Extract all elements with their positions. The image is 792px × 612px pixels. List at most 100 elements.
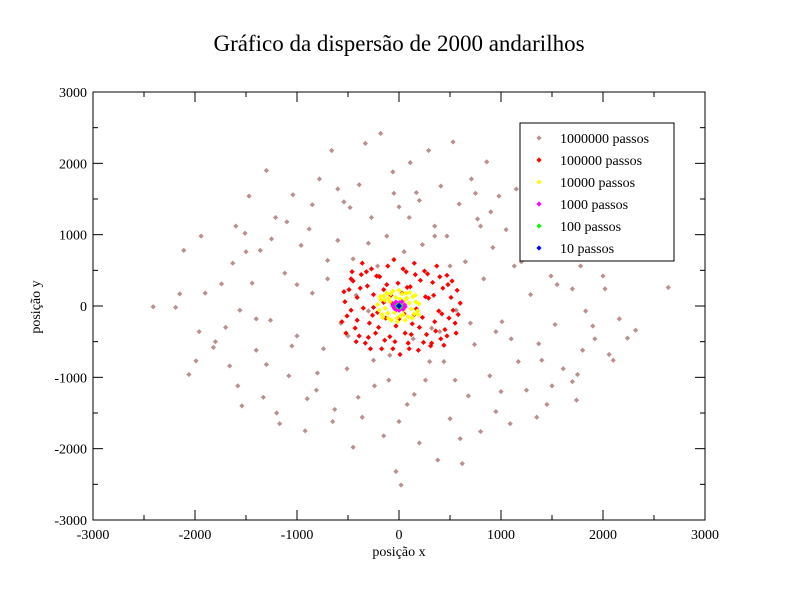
data-point	[416, 197, 422, 204]
data-point	[478, 223, 484, 229]
data-point	[396, 303, 402, 309]
data-point	[313, 387, 319, 393]
data-point	[452, 320, 458, 326]
data-point	[456, 201, 462, 207]
data-point	[444, 233, 450, 239]
data-point	[376, 324, 382, 330]
data-point	[253, 347, 259, 353]
data-point	[365, 308, 371, 314]
legend-marker	[536, 179, 542, 185]
data-point	[381, 433, 387, 439]
data-point	[380, 314, 386, 321]
data-point	[233, 223, 239, 229]
data-point	[387, 334, 393, 340]
legend-label: 10 passos	[560, 242, 614, 257]
data-point	[399, 299, 405, 305]
data-point	[392, 339, 398, 345]
data-point	[432, 223, 438, 229]
data-point	[409, 315, 415, 321]
legend-label: 1000 passos	[560, 198, 628, 213]
data-point	[415, 311, 421, 318]
data-point	[274, 410, 280, 416]
ticks-layer: -3000 -2000 -1000 0 1000 2000 3000 -3000 -2000 -1…	[54, 86, 719, 543]
data-point	[391, 190, 397, 196]
data-point	[352, 325, 358, 331]
data-point	[447, 263, 453, 269]
data-point	[366, 320, 373, 326]
data-point	[391, 257, 397, 263]
data-point	[385, 315, 391, 321]
data-point	[341, 289, 347, 295]
data-point	[406, 300, 412, 306]
data-point	[370, 291, 377, 298]
y-axis-label: posição y	[29, 280, 44, 333]
legend-item: 100 passos	[536, 220, 621, 235]
data-point	[263, 361, 269, 368]
data-point	[633, 327, 639, 333]
data-point	[554, 282, 560, 288]
data-point	[481, 276, 487, 282]
data-point	[372, 330, 379, 336]
data-point	[177, 291, 183, 297]
data-point	[513, 186, 519, 192]
y-tick-label: 0	[80, 300, 87, 315]
data-point	[580, 347, 586, 353]
data-point	[398, 482, 404, 488]
data-point	[462, 259, 468, 265]
data-point	[474, 216, 481, 222]
data-point	[196, 329, 202, 335]
data-point	[600, 273, 606, 279]
data-point	[422, 377, 429, 383]
data-point	[306, 226, 312, 232]
data-point	[493, 329, 499, 335]
data-point	[272, 214, 279, 221]
data-point	[400, 311, 406, 318]
data-point	[503, 227, 509, 233]
data-point	[353, 339, 359, 345]
data-point	[210, 344, 216, 350]
data-point	[527, 291, 534, 298]
data-point	[309, 290, 315, 296]
legend: 1000000 passos 100000 passos 10000 passos 1…	[519, 122, 675, 262]
data-point	[441, 342, 447, 348]
data-point	[665, 284, 671, 291]
data-point	[539, 357, 545, 363]
data-point	[487, 373, 493, 379]
data-point	[374, 301, 381, 308]
data-point	[353, 292, 359, 298]
data-point	[378, 296, 384, 303]
data-point	[230, 260, 236, 266]
data-point	[290, 192, 296, 198]
data-point	[358, 272, 364, 278]
data-point	[344, 313, 350, 319]
data-point	[314, 370, 320, 376]
data-point	[412, 292, 418, 298]
data-point	[434, 263, 440, 269]
data-point	[433, 328, 439, 334]
legend-marker	[536, 245, 542, 251]
legend-label: 100 passos	[560, 220, 621, 235]
data-point	[365, 334, 371, 340]
data-point	[454, 287, 460, 293]
data-point	[390, 169, 396, 175]
data-point	[411, 311, 417, 317]
data-point	[411, 391, 417, 398]
legend-item: 100000 passos	[536, 154, 642, 169]
data-point	[403, 269, 409, 275]
data-point	[592, 336, 598, 342]
data-point	[150, 304, 156, 310]
data-point	[417, 277, 424, 283]
data-point	[282, 270, 288, 276]
data-point	[382, 297, 388, 303]
data-point	[384, 282, 390, 288]
data-point	[289, 343, 295, 349]
data-point	[455, 311, 461, 318]
data-point	[391, 301, 397, 307]
data-point	[577, 263, 584, 269]
data-point	[396, 418, 402, 425]
legend-item: 10 passos	[536, 242, 614, 257]
data-point	[439, 311, 445, 317]
data-point	[362, 140, 368, 146]
data-point	[447, 416, 453, 422]
data-point	[427, 359, 433, 365]
